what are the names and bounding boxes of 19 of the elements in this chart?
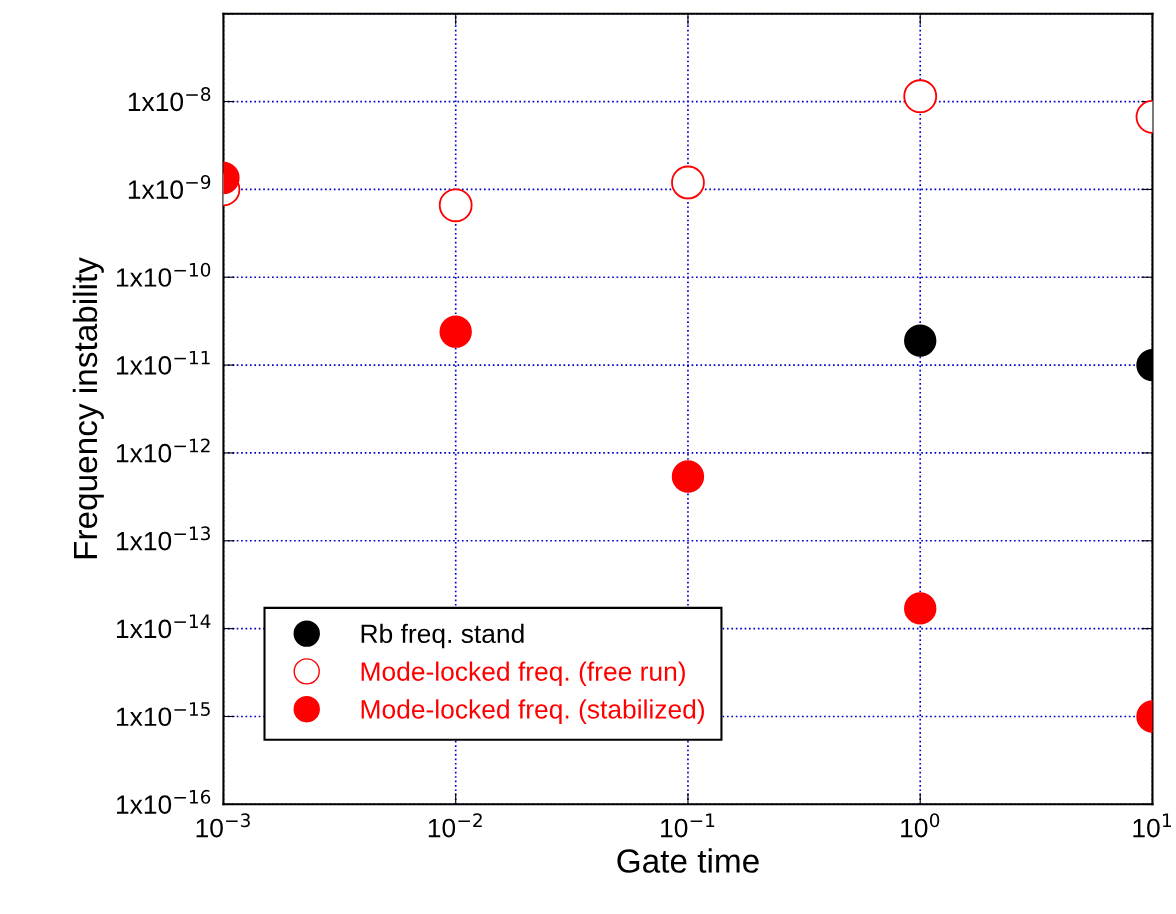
x-tick-label: 10$^{0}$ [901,813,940,838]
y-tick-label: 1x10$^{−10}$ [116,262,211,287]
y-tick-label: 1x10$^{−12}$ [116,438,210,463]
legend-label: Rb freq. stand [361,623,524,649]
y-tick-label: 1x10$^{−16}$ [116,789,211,814]
legend-label: Mode-locked freq. (stabilized) [361,699,704,724]
x-tick-label: 10$^{−3}$ [196,813,250,838]
y-tick-label: 1x10$^{−8}$ [128,87,211,112]
legend-label: Mode-locked freq. (free run) [361,661,685,687]
y-tick-label: 1x10$^{−9}$ [128,174,211,200]
x-tick-label: 10$^{−1}$ [661,813,715,838]
y-tick-label: 1x10$^{−13}$ [116,526,210,551]
y-tick-label: 1x10$^{−15}$ [116,702,210,727]
x-tick-label: 10$^{1}$ [1133,813,1172,838]
y-tick-label: 1x10$^{−11}$ [116,350,210,375]
y-axis-title: Frequency instability [72,257,104,559]
y-tick-label: 1x10$^{−14}$ [116,614,211,639]
x-tick-label: 10$^{−2}$ [428,813,482,838]
x-axis-title: Gate time [617,848,759,873]
